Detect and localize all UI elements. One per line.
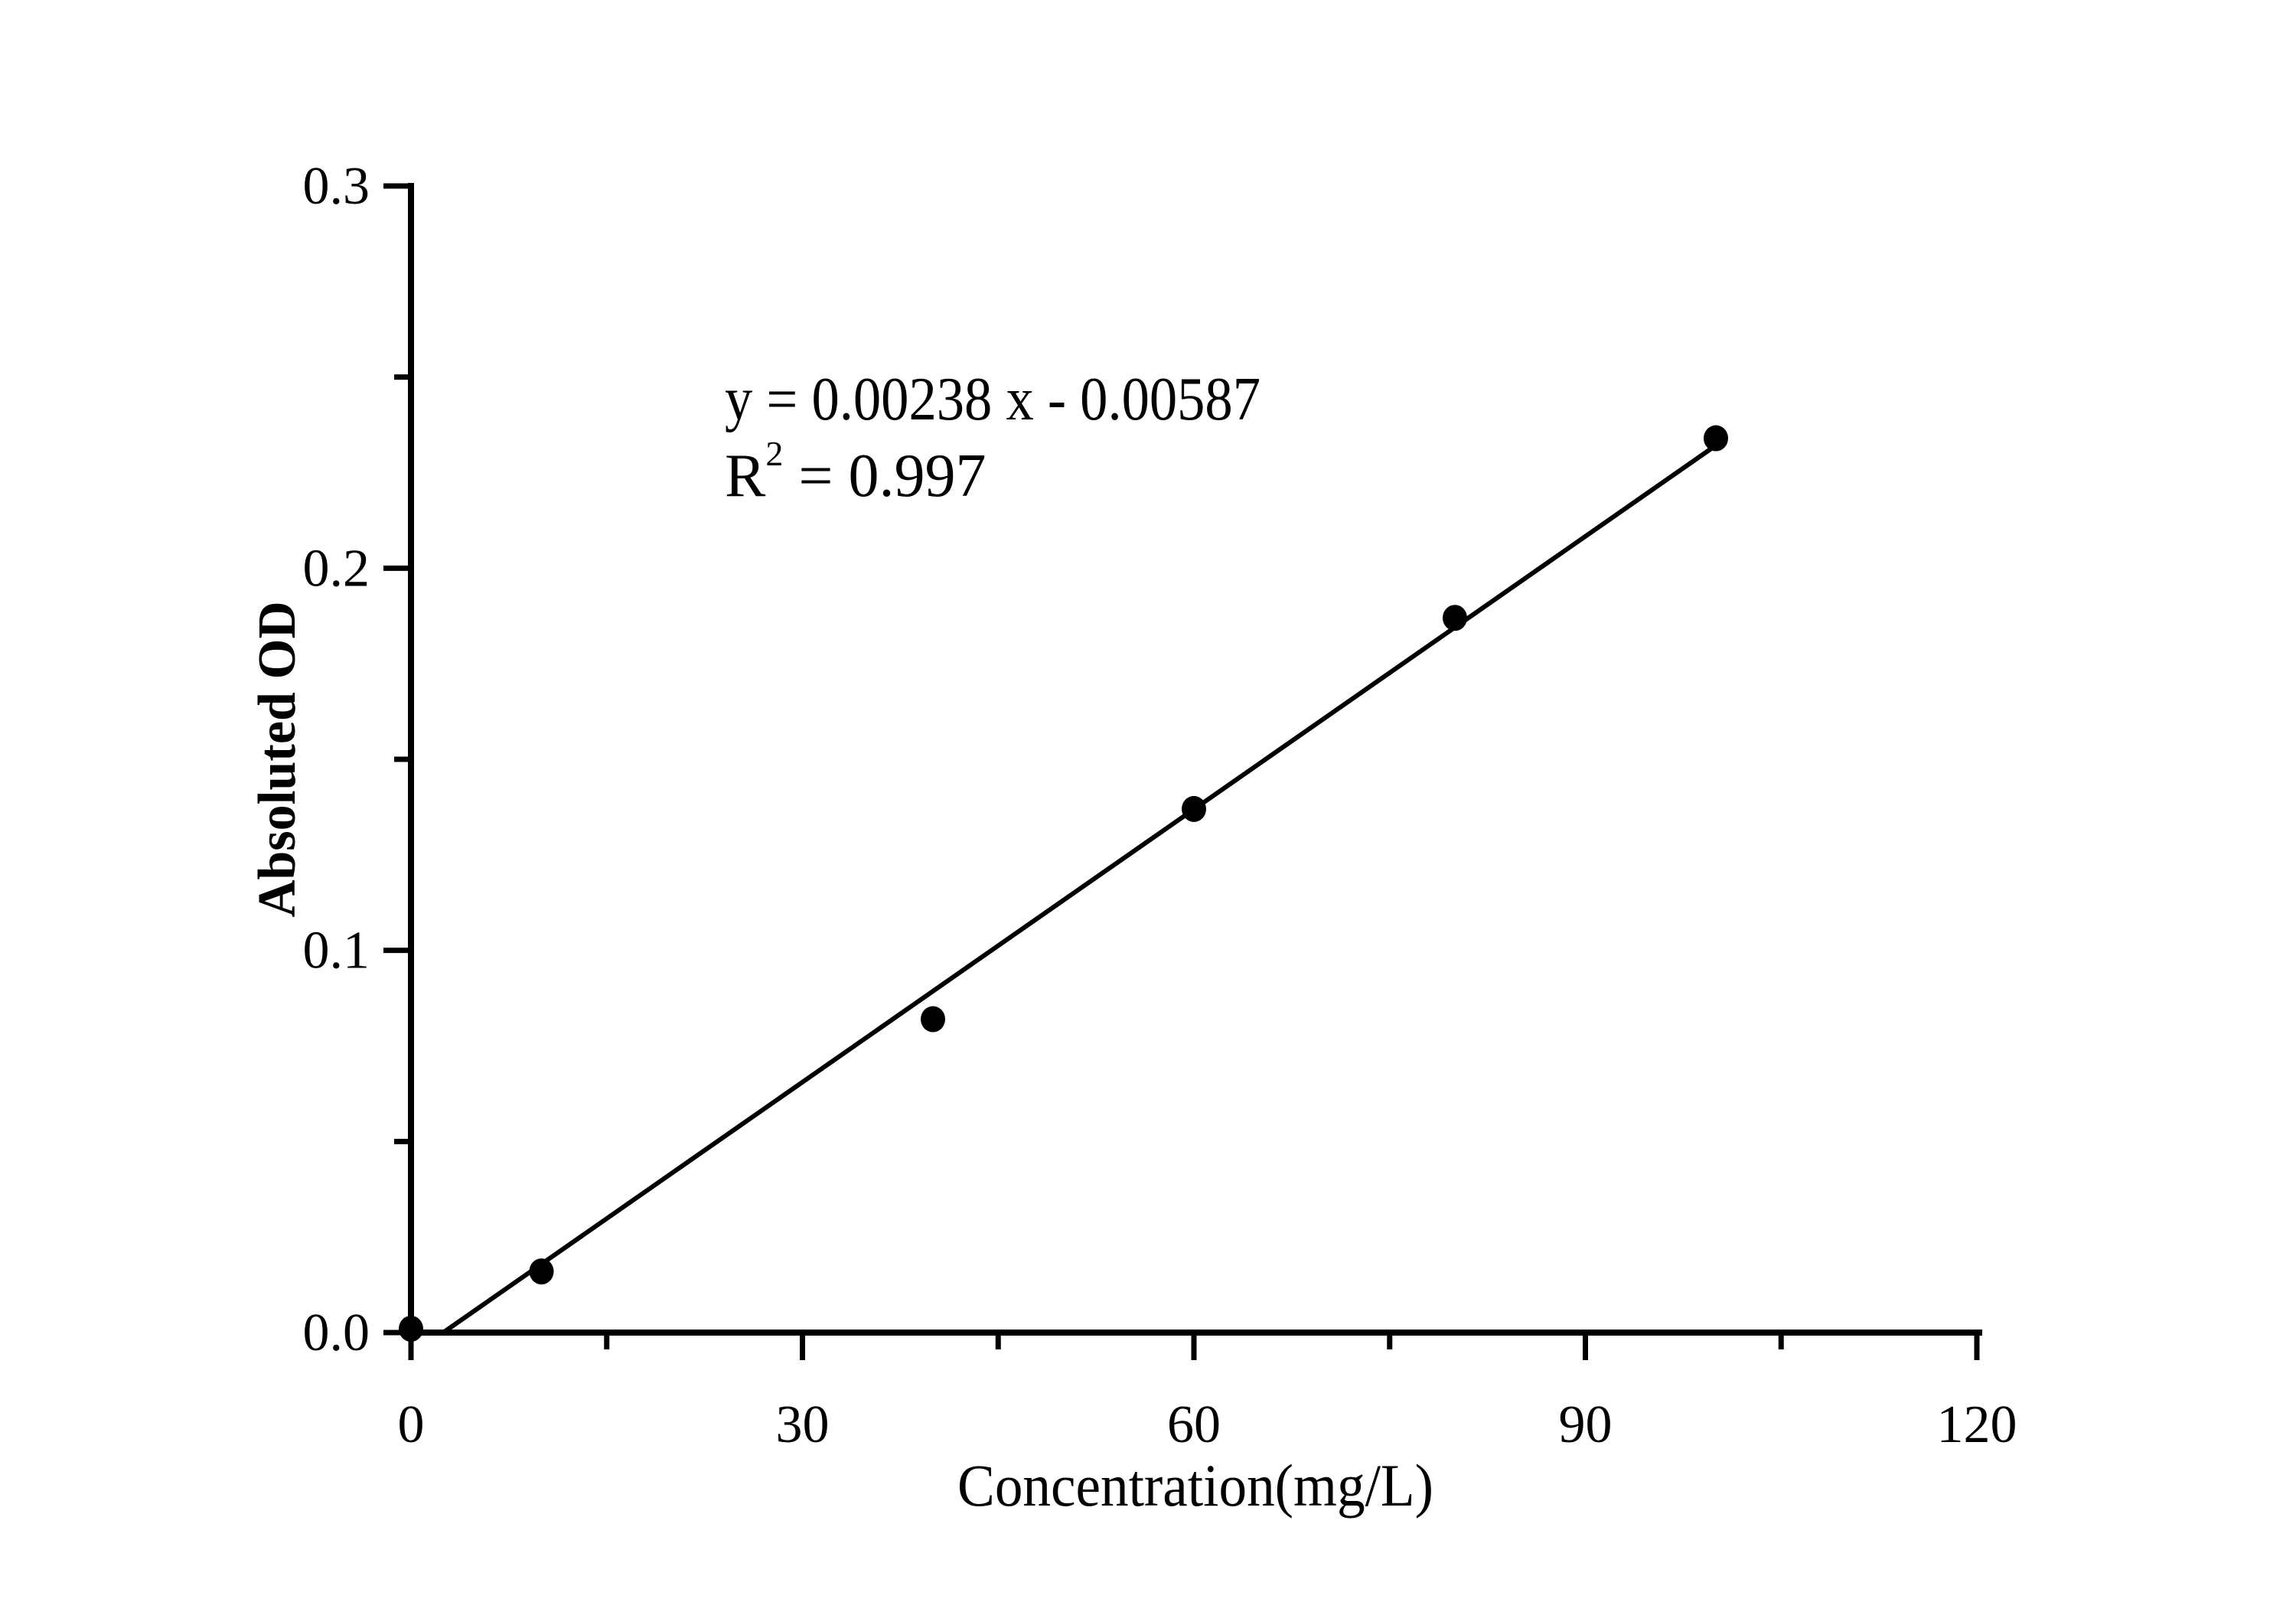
y-tick-label: 0.0 <box>303 1303 370 1362</box>
y-tick-label: 0.1 <box>303 922 370 980</box>
axis-ticks <box>383 183 1980 1360</box>
tick-labels: 0 30 60 90 120 0.0 0.1 0.2 0.3 <box>303 157 2017 1454</box>
data-point <box>921 1006 945 1033</box>
x-tick-label: 90 <box>1559 1395 1613 1454</box>
r-squared-label: R2 = 0.997 <box>725 434 986 510</box>
data-point <box>1443 605 1467 631</box>
fit-equation-label: y = 0.00238 x - 0.00587 <box>725 366 1261 433</box>
data-point <box>1182 795 1206 822</box>
x-tick-label: 120 <box>1937 1395 2017 1454</box>
x-tick-label: 60 <box>1167 1395 1221 1454</box>
fit-line <box>441 441 1721 1335</box>
data-point <box>1704 425 1728 452</box>
y-tick-label: 0.2 <box>303 539 370 598</box>
x-tick-label: 30 <box>776 1395 830 1454</box>
y-tick-label: 0.3 <box>303 157 370 216</box>
y-axis-title: Absoluted OD <box>248 602 307 918</box>
x-axis-title: Concentration(mg/L) <box>957 1452 1433 1519</box>
x-tick-label: 0 <box>398 1395 425 1454</box>
data-point <box>529 1258 554 1285</box>
